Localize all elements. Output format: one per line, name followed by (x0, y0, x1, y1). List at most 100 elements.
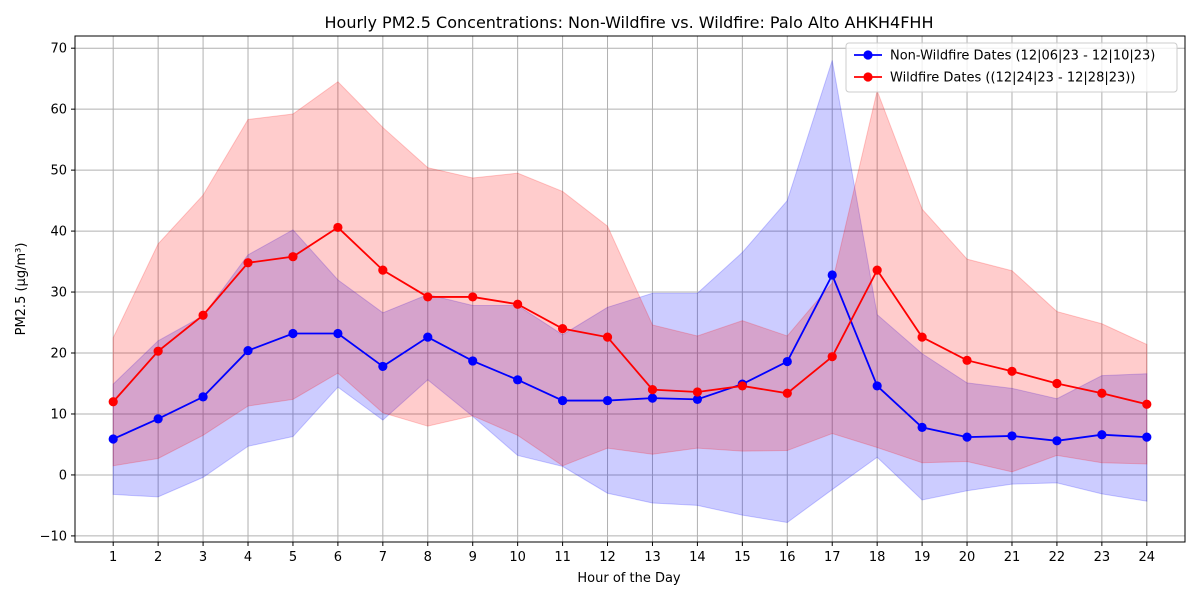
x-tick-label: 22 (1049, 550, 1066, 565)
plot-frame (74, 35, 1186, 543)
data-point-non-wildfire (827, 270, 837, 280)
data-point-wildfire (602, 332, 613, 342)
y-tick-label: 50 (50, 164, 67, 179)
data-point-wildfire (153, 346, 163, 356)
data-point-wildfire (647, 384, 658, 395)
data-point-wildfire (423, 292, 433, 302)
x-tick-label: 17 (824, 550, 841, 565)
data-point-non-wildfire (782, 356, 792, 367)
x-tick-label: 15 (734, 550, 751, 565)
y-tick-label: 10 (50, 407, 67, 422)
x-tick-label: 18 (869, 550, 886, 565)
x-tick-label: 8 (424, 550, 432, 565)
legend-label-wildfire: Wildfire Dates ((12|24|23 - 12|28|23)) (890, 71, 1135, 86)
data-point-non-wildfire (1097, 430, 1107, 440)
data-point-non-wildfire (1007, 431, 1017, 441)
data-point-non-wildfire (872, 381, 882, 391)
series-line-non-wildfire (112, 272, 1147, 442)
x-tick-label: 1 (109, 550, 117, 565)
band-wildfire (112, 81, 1148, 473)
data-point-non-wildfire (692, 394, 703, 404)
x-tick-label: 23 (1094, 550, 1111, 565)
x-tick-label: 20 (959, 550, 976, 565)
x-tick-label: 14 (689, 550, 706, 565)
data-point-wildfire (198, 310, 208, 320)
data-point-non-wildfire (557, 395, 568, 406)
x-tick-label: 3 (199, 550, 207, 565)
x-tick-label: 6 (334, 550, 342, 565)
data-point-wildfire (333, 222, 343, 233)
y-tick-label: 0 (59, 468, 67, 483)
data-point-non-wildfire (288, 328, 298, 339)
data-point-non-wildfire (108, 434, 118, 444)
legend-marker-wildfire (863, 72, 873, 82)
data-point-non-wildfire (1142, 432, 1152, 442)
data-point-non-wildfire (917, 422, 927, 432)
data-point-wildfire (288, 252, 298, 262)
band-non-wildfire (112, 60, 1148, 524)
y-axis-label: PM2.5 (µg/m³) (14, 243, 29, 336)
data-point-wildfire (243, 258, 253, 268)
x-tick-label: 21 (1004, 550, 1021, 565)
data-point-wildfire (737, 381, 747, 391)
y-tick-label: 20 (50, 347, 67, 362)
data-point-wildfire (1142, 399, 1152, 409)
legend-label-non-wildfire: Non-Wildfire Dates (12|06|23 - 12|10|23) (890, 49, 1155, 64)
data-point-non-wildfire (962, 432, 972, 442)
data-point-non-wildfire (333, 328, 343, 339)
data-point-wildfire (782, 388, 792, 398)
x-tick-label: 10 (509, 550, 526, 565)
data-point-non-wildfire (423, 332, 433, 342)
data-point-wildfire (692, 387, 703, 397)
data-point-wildfire (557, 324, 568, 334)
data-point-non-wildfire (198, 392, 208, 402)
series-lines (108, 222, 1152, 446)
data-point-wildfire (962, 355, 972, 365)
legend-marker-non-wildfire (863, 50, 873, 60)
data-point-wildfire (108, 397, 118, 407)
x-tick-label: 16 (779, 550, 796, 565)
x-tick-label: 11 (554, 550, 571, 565)
y-tick-label: 60 (50, 103, 67, 118)
x-tick-label: 5 (289, 550, 297, 565)
chart-title: Hourly PM2.5 Concentrations: Non-Wildfir… (325, 13, 934, 32)
y-tick-label: −10 (40, 529, 67, 544)
data-point-non-wildfire (243, 345, 253, 356)
legend: Non-Wildfire Dates (12|06|23 - 12|10|23)… (845, 42, 1178, 93)
y-tick-label: 40 (50, 225, 67, 240)
data-point-non-wildfire (153, 414, 163, 424)
data-point-non-wildfire (1052, 436, 1062, 446)
data-point-wildfire (378, 265, 388, 275)
data-point-wildfire (872, 265, 882, 275)
x-axis-label: Hour of the Day (577, 571, 681, 586)
data-point-non-wildfire (378, 361, 388, 372)
y-tick-label: 30 (50, 286, 67, 301)
x-tick-label: 9 (469, 550, 477, 565)
x-tick-label: 13 (644, 550, 661, 565)
legend-box (845, 42, 1178, 93)
x-tick-label: 19 (914, 550, 931, 565)
data-point-wildfire (917, 332, 927, 342)
data-point-wildfire (1097, 388, 1107, 398)
x-tick-label: 2 (154, 550, 162, 565)
grid-lines (75, 36, 1185, 542)
data-point-non-wildfire (602, 395, 613, 406)
confidence-bands (112, 60, 1148, 524)
axes: 1 2 3 4 5 6 7 8 9 10 11 12 13 14 15 16 17 18 19 20 21 22 23 24−… (40, 35, 1186, 565)
x-tick-label: 24 (1139, 550, 1156, 565)
x-tick-label: 4 (244, 550, 252, 565)
data-point-non-wildfire (647, 393, 658, 403)
data-point-non-wildfire (513, 375, 523, 385)
data-point-wildfire (513, 299, 523, 309)
data-point-wildfire (1007, 366, 1017, 376)
data-point-wildfire (1052, 378, 1062, 389)
series-line-wildfire (112, 226, 1148, 406)
x-tick-label: 7 (379, 550, 387, 565)
y-tick-label: 70 (50, 42, 67, 57)
data-point-non-wildfire (468, 356, 478, 366)
data-point-wildfire (827, 352, 837, 362)
data-point-wildfire (468, 292, 478, 302)
x-tick-label: 12 (599, 550, 616, 565)
